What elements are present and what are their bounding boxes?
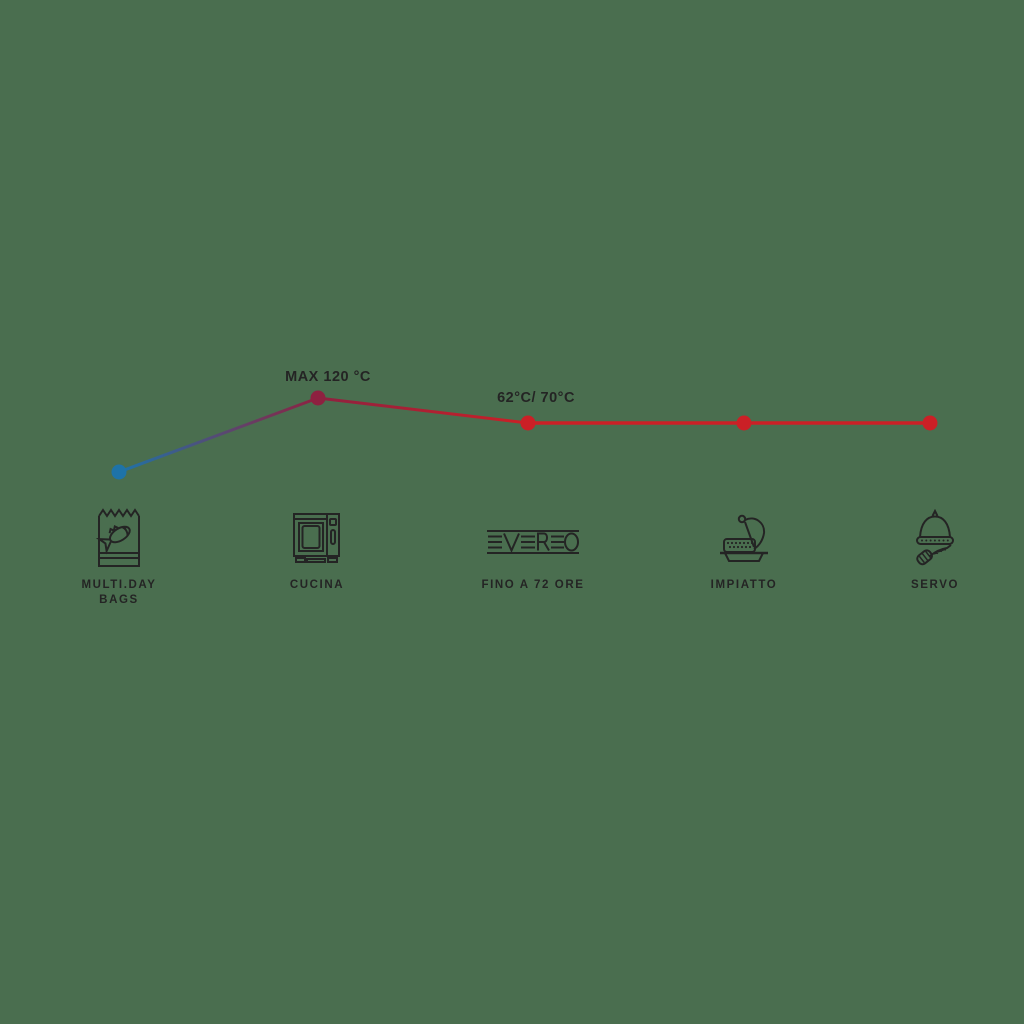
stage-label-impiatto: IMPIATTO — [711, 578, 778, 593]
stage-fino-a-72-ore: FINO A 72 ORE — [423, 500, 643, 593]
stage-label-line1: IMPIATTO — [710, 579, 778, 591]
data-point-cucina — [310, 390, 326, 406]
line-segment-heating — [118, 396, 319, 474]
data-point-multi-day-bags — [111, 464, 127, 480]
cloche-hand-icon — [910, 500, 960, 576]
stage-label-line1: SERVO — [910, 579, 960, 591]
stage-impiatto: IMPIATTO — [634, 500, 854, 593]
vacuum-bag-fish-icon — [96, 500, 142, 576]
stage-servo: SERVO — [825, 500, 1024, 593]
combi-oven-icon — [292, 500, 342, 576]
stage-label-line2: BAGS — [99, 593, 139, 606]
stage-label-line1: MULTI.DAY — [81, 579, 157, 591]
stage-cucina: CUCINA — [207, 500, 427, 593]
line-segment-cooling — [317, 396, 529, 425]
stage-multi-day-bags: MULTI.DAY BAGS — [9, 500, 229, 608]
stage-label-line1: CUCINA — [289, 579, 345, 591]
stage-label-cucina: CUCINA — [290, 578, 344, 593]
max-temperature-annotation: MAX 120 °C — [285, 369, 371, 385]
stage-label-fino-a-72-ore: FINO A 72 ORE — [481, 578, 584, 593]
evereo-logo — [487, 500, 579, 576]
stage-label-servo: SERVO — [911, 578, 959, 593]
data-point-impiatto — [736, 415, 752, 431]
stage-label-multi-day-bags: MULTI.DAY BAGS — [81, 578, 156, 608]
data-point-servo — [922, 415, 938, 431]
data-point-fino-a-72-ore — [520, 415, 536, 431]
plated-dish-icon — [715, 500, 773, 576]
stage-label-line1: FINO A 72 ORE — [481, 579, 585, 591]
serve-temperature-annotation: 62°C/ 70°C — [497, 390, 575, 406]
